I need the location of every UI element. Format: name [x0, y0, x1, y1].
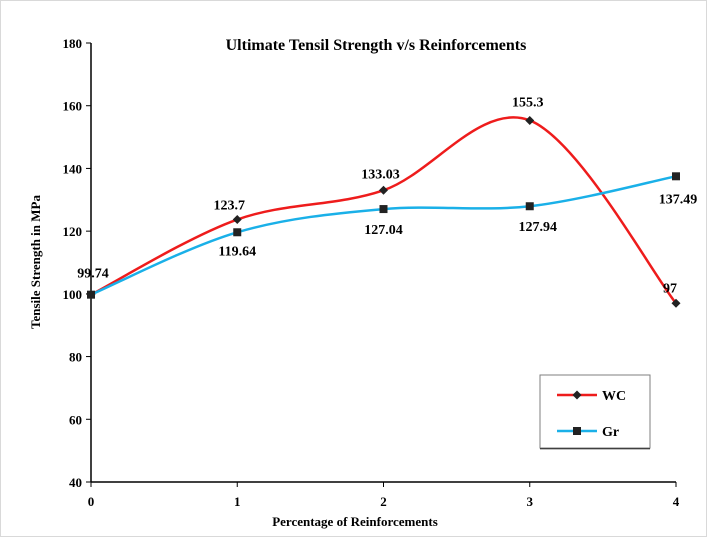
data-label-layer: 99.74 123.7 133.03 155.3 97 119.64 127.04 127.9… [77, 95, 697, 296]
y-tick-label: 100 [63, 287, 83, 302]
x-tick-label: 0 [88, 494, 95, 509]
data-label-gr: 127.94 [519, 220, 558, 235]
y-tick-label: 60 [69, 412, 82, 427]
data-point-gr [379, 205, 388, 214]
y-tick-label: 140 [63, 161, 83, 176]
data-point-gr [87, 290, 95, 299]
data-point-wc [671, 298, 681, 308]
data-label-wc: 99.74 [77, 267, 109, 282]
y-tick-label: 120 [63, 224, 83, 239]
x-axis-label: Percentage of Reinforcements [272, 514, 438, 529]
legend-label-gr: Gr [602, 425, 619, 440]
x-tick-label: 3 [527, 494, 534, 509]
chart-title: Ultimate Tensil Strength v/s Reinforceme… [226, 37, 527, 54]
data-label-gr: 127.04 [364, 223, 403, 238]
series-line-wc [90, 116, 677, 305]
legend-marker-wc [572, 390, 582, 400]
series-layer [86, 115, 681, 308]
y-tick-label: 160 [63, 99, 83, 114]
data-point-wc [232, 215, 242, 225]
legend: WC Gr [539, 374, 651, 450]
data-label-gr: 137.49 [659, 192, 698, 207]
y-axis-label: Tensile Strength in MPa [28, 195, 43, 329]
data-point-gr [233, 228, 242, 237]
data-point-gr [525, 202, 534, 211]
data-label-gr: 119.64 [218, 244, 256, 259]
legend-marker-gr [573, 427, 581, 435]
legend-box [539, 374, 651, 449]
data-point-gr [672, 172, 680, 181]
axes: 40 60 80 100 120 140 160 180 0 1 2 3 4 Percentage of … [28, 36, 680, 529]
data-label-wc: 133.03 [361, 167, 400, 182]
x-tick-label: 2 [380, 494, 387, 509]
data-point-wc [525, 115, 535, 125]
data-point-wc [379, 185, 388, 195]
data-label-wc: 97 [663, 281, 677, 296]
data-label-wc: 123.7 [214, 199, 246, 214]
data-label-wc: 155.3 [512, 95, 544, 110]
legend-label-wc: WC [602, 389, 626, 404]
x-tick-label: 1 [234, 494, 241, 509]
x-tick-label: 4 [673, 494, 680, 509]
y-tick-label: 180 [63, 36, 83, 51]
y-tick-label: 80 [69, 350, 82, 365]
y-tick-label: 40 [69, 475, 82, 490]
